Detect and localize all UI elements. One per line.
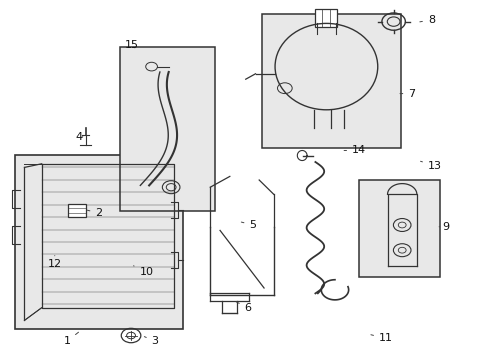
Bar — [315, 9, 337, 27]
Text: 11: 11 — [370, 333, 392, 343]
Text: 9: 9 — [438, 222, 449, 232]
Text: 15: 15 — [124, 40, 139, 50]
Text: 13: 13 — [420, 161, 441, 171]
Bar — [68, 204, 86, 217]
Text: 8: 8 — [419, 15, 434, 25]
Bar — [261, 14, 400, 148]
Text: 4: 4 — [76, 132, 83, 142]
Text: 12: 12 — [48, 256, 62, 269]
Text: 7: 7 — [399, 89, 415, 99]
Bar — [15, 155, 183, 329]
Text: 1: 1 — [63, 332, 79, 346]
Text: 3: 3 — [144, 336, 158, 346]
Bar — [359, 180, 439, 277]
Text: 14: 14 — [344, 145, 366, 156]
Bar — [120, 47, 215, 211]
Text: 5: 5 — [241, 220, 256, 230]
Text: 10: 10 — [133, 266, 153, 277]
Text: 6: 6 — [236, 302, 251, 313]
Text: 2: 2 — [87, 208, 102, 218]
